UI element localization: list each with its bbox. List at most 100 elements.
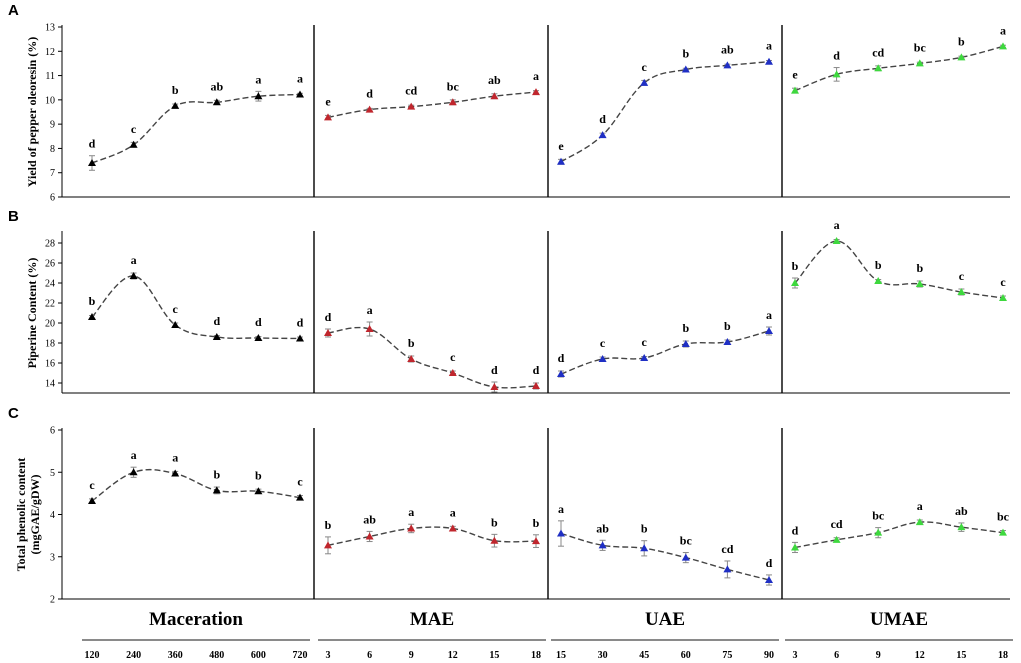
data-point-marker	[598, 131, 607, 139]
y-tick-label: 4	[50, 510, 55, 521]
significance-letter: a	[1000, 23, 1006, 37]
data-point-marker	[129, 468, 138, 476]
significance-letter: b	[213, 467, 220, 481]
significance-letter: bc	[680, 534, 693, 548]
significance-letter: b	[958, 34, 965, 48]
y-tick-label: 13	[45, 23, 55, 34]
x-tick-label: 45	[639, 650, 649, 661]
data-point-marker	[365, 105, 374, 113]
data-point-marker	[681, 553, 690, 561]
significance-letter: d	[213, 314, 220, 328]
significance-letter: a	[533, 69, 539, 83]
data-point-marker	[640, 544, 649, 552]
significance-letter: c	[600, 336, 606, 350]
x-tick-label: 720	[293, 650, 308, 661]
data-point-marker	[791, 543, 799, 551]
y-tick-label: 2	[50, 595, 55, 606]
x-group-mae: MAE 3 6 9 12 15 18	[318, 609, 546, 661]
x-tick-label: 600	[251, 650, 266, 661]
data-point-marker	[324, 541, 332, 549]
significance-letter: c	[450, 350, 456, 364]
significance-letter: a	[367, 303, 373, 317]
significance-letter: b	[89, 294, 96, 308]
series-mae: b aba ab b	[324, 505, 540, 555]
data-point-marker	[490, 92, 499, 100]
data-point-marker	[915, 518, 924, 526]
significance-letter: c	[89, 478, 95, 492]
series-mae: e d cd bc ab a	[324, 69, 540, 121]
x-tick-label: 9	[876, 650, 881, 661]
data-point-marker	[365, 325, 374, 332]
data-point-marker	[254, 487, 263, 495]
significance-letter: d	[366, 87, 373, 101]
series-mae: d a b c d d	[324, 303, 540, 393]
x-group-umae: UMAE 3 6 9 12 15 18	[785, 609, 1013, 661]
data-point-marker	[557, 370, 565, 377]
significance-letter: b	[916, 261, 923, 275]
significance-letter: a	[766, 39, 772, 53]
panel-C: C 2 3 4 5 6 Total phenolic content (mgGAE/gDW) c…	[8, 405, 1010, 606]
series-curve	[794, 240, 1004, 299]
data-point-marker	[448, 98, 457, 106]
data-point-marker	[723, 61, 732, 69]
significance-letter: d	[792, 523, 799, 537]
series-curve	[794, 521, 1004, 549]
significance-letter: ab	[955, 504, 968, 518]
significance-letter: e	[558, 139, 564, 153]
significance-letter: a	[172, 451, 178, 465]
significance-letter: a	[558, 502, 564, 516]
data-point-marker	[212, 98, 221, 106]
significance-letter: c	[959, 269, 965, 283]
x-tick-label: 120	[85, 650, 100, 661]
y-tick-label: 3	[50, 552, 55, 563]
data-point-marker	[171, 321, 180, 328]
y-axis-title-units: (mgGAE/gDW)	[28, 475, 42, 555]
data-point-marker	[723, 565, 732, 573]
significance-letter: cd	[831, 517, 843, 531]
data-point-marker	[296, 90, 304, 98]
data-point-marker	[791, 86, 799, 94]
series-curve	[560, 61, 770, 163]
x-tick-label: 480	[209, 650, 224, 661]
significance-letter: cd	[872, 45, 884, 59]
y-axis-title: Piperine Content (%)	[25, 258, 39, 369]
y-tick-label: 24	[45, 279, 55, 290]
data-point-marker	[999, 42, 1007, 50]
y-tick-label: 5	[50, 468, 55, 479]
significance-letter: ab	[596, 521, 609, 535]
significance-letter: c	[131, 122, 137, 136]
significance-letter: d	[491, 363, 498, 377]
significance-letter: c	[642, 60, 648, 74]
data-point-marker	[640, 354, 649, 361]
data-point-marker	[532, 88, 540, 96]
x-tick-label: 60	[681, 650, 691, 661]
x-tick-label: 18	[998, 650, 1008, 661]
series-curve	[560, 330, 770, 375]
significance-letter: ab	[488, 73, 501, 87]
y-tick-label: 20	[45, 319, 55, 330]
series-curve	[794, 45, 1004, 92]
data-point-marker	[88, 313, 96, 320]
panel-letter: C	[8, 405, 19, 422]
series-umae: e d cd bc b a	[791, 23, 1007, 94]
series-curve	[91, 275, 301, 340]
data-point-marker	[490, 383, 499, 390]
panel-A: A 6 7 8 9 10 11 12 13 Yield of pepper oleoresin (…	[8, 2, 1010, 204]
x-tick-label: 3	[793, 650, 798, 661]
series-maceration: d c b ab a a	[88, 72, 304, 171]
x-tick-label: 15	[956, 650, 966, 661]
y-tick-label: 10	[45, 95, 55, 106]
significance-letter: bc	[447, 79, 460, 93]
significance-letter: b	[408, 336, 415, 350]
y-axis-title: Yield of pepper oleoresin (%)	[25, 37, 39, 187]
data-point-marker	[129, 140, 138, 148]
significance-letter: b	[682, 47, 689, 61]
y-tick-label: 7	[50, 168, 55, 179]
x-tick-label: 30	[598, 650, 608, 661]
data-point-marker	[957, 523, 966, 531]
data-point-marker	[407, 102, 416, 110]
data-point-marker	[407, 524, 416, 532]
method-label: UMAE	[870, 609, 928, 630]
significance-letter: d	[558, 351, 565, 365]
